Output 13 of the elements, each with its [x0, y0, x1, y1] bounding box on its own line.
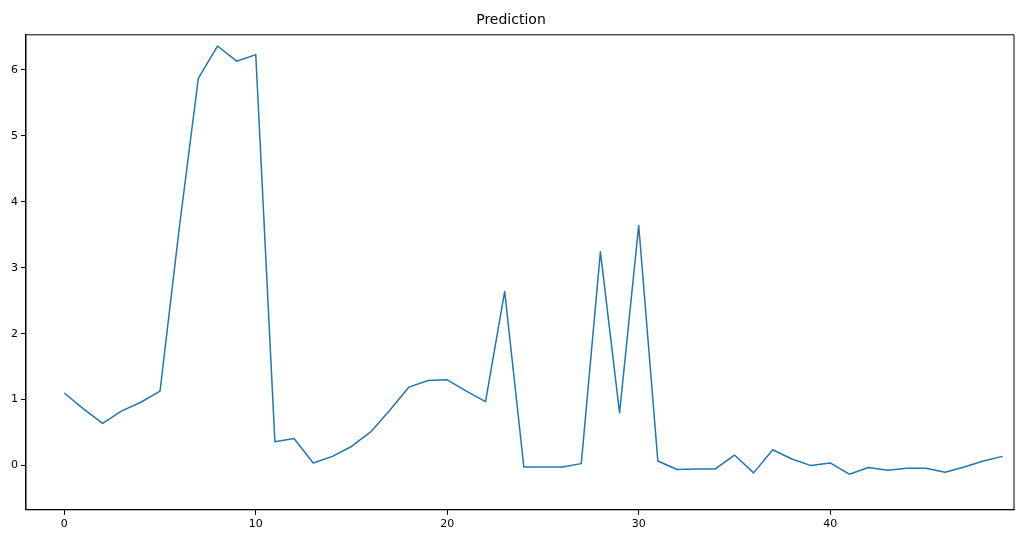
x-tick-label: 0: [60, 517, 68, 531]
y-tick-label: 5: [11, 128, 18, 142]
y-tick-label: 0: [11, 458, 18, 472]
x-tick-label: 10: [248, 517, 263, 531]
x-tick-label: 30: [631, 517, 646, 531]
y-tick-label: 6: [11, 62, 18, 76]
y-tick-label: 3: [11, 260, 18, 274]
x-tick-label: 20: [440, 517, 455, 531]
chart-title: Prediction: [476, 11, 546, 28]
x-tick-label: 40: [823, 517, 838, 531]
y-tick-label: 4: [11, 194, 18, 208]
y-tick-label: 1: [11, 392, 18, 406]
y-tick-label: 2: [11, 326, 18, 340]
